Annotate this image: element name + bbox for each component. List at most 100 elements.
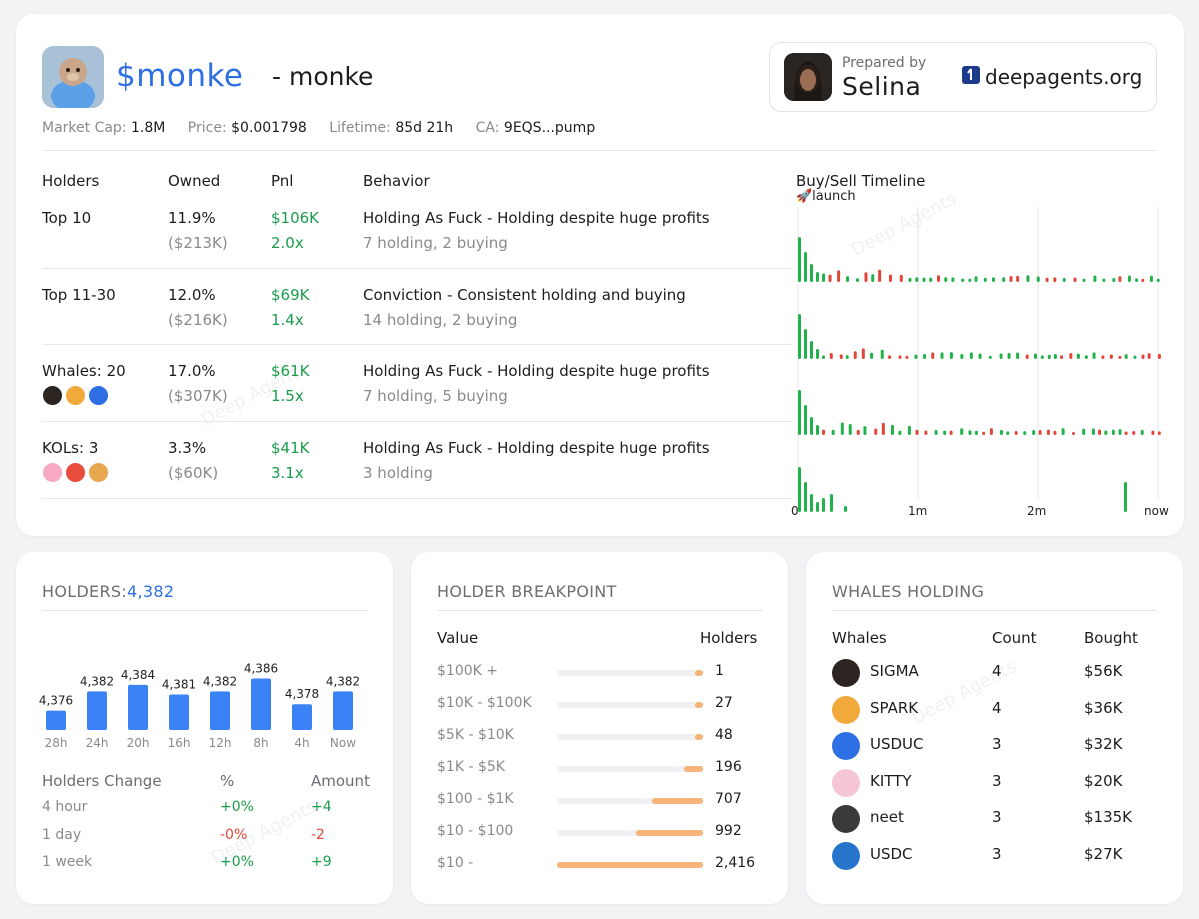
market-cap-value: 1.8M xyxy=(131,120,166,136)
price-label: Price: xyxy=(187,120,227,136)
deepagents-link[interactable]: deepagents.org xyxy=(985,65,1143,89)
timeline-buy-mark xyxy=(804,405,807,435)
breakpoint-holders-count: 196 xyxy=(715,759,742,775)
col-header-timeline: Buy/Sell Timeline xyxy=(796,172,926,190)
row-whales-behavior: Holding As Fuck - Holding despite huge p… xyxy=(363,362,710,380)
timeline-sell-mark xyxy=(822,429,825,435)
timeline-buy-mark xyxy=(960,428,964,435)
timeline-buy-mark xyxy=(1034,353,1038,359)
sigma-avatar-icon[interactable] xyxy=(42,385,63,406)
token-avatar xyxy=(42,46,104,108)
timeline-buy-mark xyxy=(855,278,859,282)
timeline-sell-mark xyxy=(1141,278,1145,282)
timeline-buy-mark xyxy=(1111,429,1115,435)
count-header: Count xyxy=(992,629,1037,647)
timeline-buy-mark xyxy=(848,423,852,435)
whale-name[interactable]: SIGMA xyxy=(870,662,919,680)
timeline-sell-mark xyxy=(1124,431,1128,435)
holders-bar xyxy=(210,691,230,730)
row-kols-owned: 3.3% xyxy=(168,439,207,457)
kol-1-avatar-icon[interactable] xyxy=(42,462,63,483)
row-top11-30-holders: Top 11-30 xyxy=(42,286,116,304)
timeline-buy-mark xyxy=(1124,482,1127,512)
col-header-owned: Owned xyxy=(168,172,221,190)
sigma-avatar-icon[interactable] xyxy=(832,659,860,687)
holder-breakpoint-card: HOLDER BREAKPOINT Value Holders $100K + 1… xyxy=(411,552,788,904)
timeline-buy-mark xyxy=(1006,431,1010,435)
lifetime-value: 85d 21h xyxy=(395,120,454,136)
timeline-buy-mark xyxy=(1140,429,1144,435)
row-whales-pnl: $61K xyxy=(271,362,310,380)
holders-bar-value: 4,381 xyxy=(162,678,196,692)
timeline-buy-mark xyxy=(1082,428,1086,435)
whale-name[interactable]: USDC xyxy=(870,845,913,863)
whale-count: 3 xyxy=(992,808,1002,827)
kol-3-avatar-icon[interactable] xyxy=(88,462,109,483)
timeline-buy-mark xyxy=(999,353,1003,359)
row-top10-owned: 11.9% xyxy=(168,209,216,227)
row-top11-30-pnl-x: 1.4x xyxy=(271,311,304,329)
timeline-buy-mark xyxy=(804,252,807,282)
holders-bar xyxy=(46,710,66,730)
bought-header: Bought xyxy=(1084,629,1138,647)
amount-header: Amount xyxy=(311,772,370,790)
breakpoint-holders-count: 48 xyxy=(715,727,733,743)
launch-label: 🚀launch xyxy=(796,189,856,204)
whale-name[interactable]: neet xyxy=(870,808,904,827)
whale-bought: $32K xyxy=(1084,735,1123,754)
timeline-buy-mark xyxy=(810,417,813,435)
holders-bar-label: 28h xyxy=(45,736,68,750)
usduc-avatar-icon[interactable] xyxy=(832,732,860,761)
breakpoint-range-label: $1K - $5K xyxy=(437,759,505,775)
breakpoint-range-label: $5K - $10K xyxy=(437,727,514,743)
timeline-buy-mark xyxy=(1076,353,1080,359)
timeline-sell-mark xyxy=(931,352,935,359)
col-header-behavior: Behavior xyxy=(363,172,430,190)
timeline-buy-mark xyxy=(816,425,819,435)
whale-count: 3 xyxy=(992,845,1002,863)
breakpoint-holders-count: 707 xyxy=(715,791,742,807)
timeline-buy-mark xyxy=(943,430,947,435)
timeline-sell-mark xyxy=(949,430,953,435)
timeline-buy-mark xyxy=(804,482,807,512)
timeline-buy-mark xyxy=(810,494,813,512)
change-period-1w: 1 week xyxy=(42,854,93,870)
breakpoint-holders-count: 1 xyxy=(715,663,724,679)
usdc-avatar-icon[interactable] xyxy=(832,842,860,870)
row-top10-pnl-x: 2.0x xyxy=(271,234,304,252)
timeline-buy-mark xyxy=(846,276,850,282)
whale-name[interactable]: USDUC xyxy=(870,735,924,754)
timeline-sell-mark xyxy=(899,274,903,282)
token-overview-card: $monke - monke Market Cap: 1.8M Price: $… xyxy=(16,14,1184,536)
timeline-sell-mark xyxy=(864,272,868,282)
timeline-sell-mark xyxy=(1053,277,1057,282)
holders-bar-label: 20h xyxy=(127,736,150,750)
holders-header: Holders xyxy=(700,629,758,647)
pct-header: % xyxy=(220,772,235,790)
timeline-buy-mark xyxy=(1112,277,1116,282)
timeline-sell-mark xyxy=(878,269,882,282)
timeline-sell-mark xyxy=(937,275,941,282)
whale-count: 4 xyxy=(992,698,1002,717)
whale-name[interactable]: KITTY xyxy=(870,771,912,790)
timeline-buy-mark xyxy=(1023,431,1027,435)
timeline-sell-mark xyxy=(1118,355,1122,359)
spark-avatar-icon[interactable] xyxy=(65,385,86,406)
token-name: - monke xyxy=(272,62,374,91)
row-top11-30-owned: 12.0% xyxy=(168,286,216,304)
row-top11-30-owned-usd: ($216K) xyxy=(168,311,228,329)
timeline-buy-mark xyxy=(870,352,874,359)
timeline-buy-mark xyxy=(822,498,825,512)
kitty-avatar-icon[interactable] xyxy=(832,768,860,797)
holders-bar-value: 4,378 xyxy=(285,687,319,701)
token-ticker: $monke xyxy=(116,58,244,94)
kol-2-avatar-icon[interactable] xyxy=(65,462,86,483)
change-amount-1w: +9 xyxy=(311,854,332,870)
contract-value[interactable]: 9EQS...pump xyxy=(503,120,596,136)
usduc-avatar-icon[interactable] xyxy=(88,385,109,406)
timeline-buy-mark xyxy=(974,276,978,282)
holders-bar xyxy=(128,684,148,730)
spark-avatar-icon[interactable] xyxy=(832,695,860,724)
whale-name[interactable]: SPARK xyxy=(870,698,919,717)
neet-avatar-icon[interactable] xyxy=(832,805,860,834)
